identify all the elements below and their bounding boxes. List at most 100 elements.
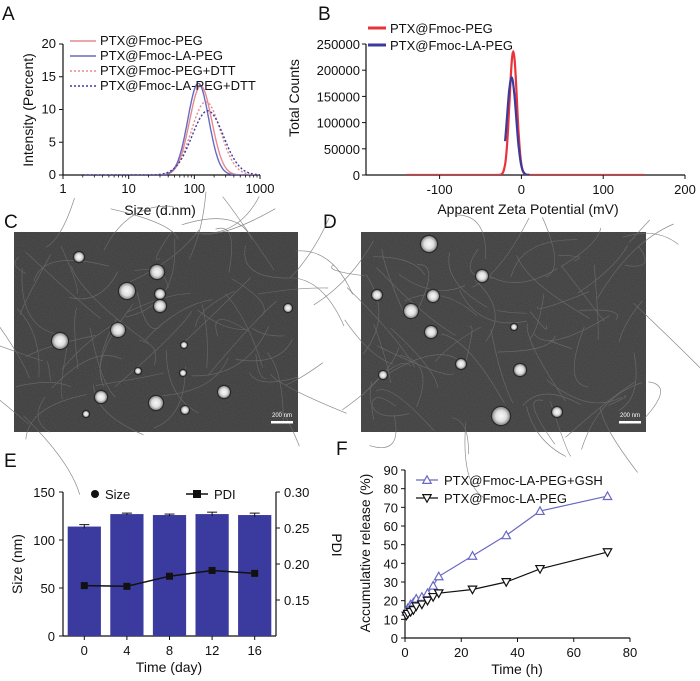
- a-y-tick-label: 5: [49, 134, 56, 149]
- chart-f: 0 10 20 30 40 50 60 70 80 90 0 20 40 60 80 Accumulati…: [357, 463, 637, 677]
- tem-fiber: [496, 309, 527, 314]
- tem-fiber: [201, 304, 208, 369]
- tem-nanoparticle: [404, 304, 418, 318]
- e-pdi-marker: [123, 582, 131, 590]
- tem-nanoparticle: [372, 290, 382, 300]
- scale-bar-c: [271, 421, 293, 424]
- panel-label-f: F: [336, 439, 348, 460]
- tem-fiber: [369, 381, 410, 417]
- e-y-tick-label: 0: [48, 629, 55, 644]
- tem-fiber: [165, 349, 199, 414]
- a-series-line-3: [82, 110, 260, 175]
- tem-nanoparticle: [492, 407, 510, 425]
- f-marker-1: [411, 602, 422, 612]
- tem-fiber: [622, 232, 679, 245]
- tem-fiber: [21, 268, 57, 335]
- tem-fiber: [215, 227, 232, 273]
- scale-bar-label-d: 200 nm: [620, 413, 640, 419]
- tem-fiber: [25, 252, 101, 319]
- b-y-tick-label: 200000: [317, 63, 360, 78]
- tem-fiber: [201, 208, 276, 235]
- tem-fiber: [381, 248, 405, 315]
- tem-fiber: [600, 406, 638, 473]
- tem-fiber: [344, 319, 394, 365]
- e-pdi-marker: [80, 582, 88, 590]
- tem-fiber: [15, 382, 72, 388]
- tem-fiber: [526, 406, 567, 457]
- tem-fiber: [244, 245, 287, 279]
- f-marker-1: [416, 600, 428, 610]
- tem-fiber: [69, 271, 119, 300]
- tem-nanoparticle: [155, 289, 165, 299]
- scale-bar-label-c: 200 nm: [272, 413, 292, 419]
- tem-fiber: [441, 333, 505, 404]
- tem-fiber: [533, 399, 556, 445]
- tem-fiber: [33, 260, 110, 282]
- tem-fiber: [464, 422, 485, 499]
- tem-image-d: 200 nm: [313, 214, 700, 499]
- e-y-axis-label: Size (nm): [9, 534, 25, 594]
- tem-fiber: [373, 323, 392, 384]
- e-x-tick-label: 8: [166, 643, 173, 658]
- tem-fiber: [573, 326, 589, 388]
- f-y-tick-label: 40: [384, 556, 398, 571]
- tem-fiber: [74, 307, 79, 370]
- tem-fiber: [577, 245, 629, 294]
- b-y-tick-label: 150000: [317, 89, 360, 104]
- f-y-tick-label: 30: [384, 575, 398, 590]
- tem-fiber: [373, 256, 426, 276]
- tem-fiber: [497, 335, 556, 353]
- a-series-line-2: [82, 100, 260, 175]
- tem-fiber: [129, 229, 200, 283]
- scale-bar-d: [619, 421, 641, 424]
- tem-fiber: [536, 291, 590, 309]
- tem-fiber: [448, 252, 488, 308]
- tem-nanoparticle: [421, 236, 437, 252]
- f-x-tick-label: 80: [623, 645, 637, 660]
- tem-fiber: [516, 255, 590, 319]
- chart-e: 0 50 100 150 0.15 0.20 0.25 0.30 0 4 8 12 16 Size …: [9, 485, 345, 675]
- e-y2-tick-label: 0.15: [284, 593, 309, 608]
- tem-fiber: [510, 239, 578, 277]
- f-marker-0: [433, 570, 444, 581]
- e-pdi-marker: [251, 569, 259, 577]
- tem-fiber: [633, 302, 700, 369]
- tem-fiber: [399, 354, 424, 407]
- tem-fiber: [70, 265, 150, 344]
- tem-fiber: [285, 362, 324, 386]
- tem-fiber: [404, 294, 478, 317]
- b-y-tick-label: 0: [353, 168, 360, 183]
- tem-fiber: [390, 328, 439, 388]
- f-y-tick-label: 0: [391, 631, 398, 646]
- a-legend-label-0: PTX@Fmoc-PEG: [100, 33, 203, 48]
- f-y-tick-label: 90: [384, 463, 398, 478]
- e-size-bar: [195, 514, 229, 636]
- tem-fiber: [533, 315, 610, 341]
- b-x-tick-label: 200: [674, 182, 696, 197]
- panel-label-e: E: [4, 451, 17, 472]
- tem-fiber: [46, 361, 52, 381]
- tem-fiber: [19, 254, 52, 316]
- b-legend-label-0: PTX@Fmoc-PEG: [390, 21, 493, 36]
- tem-nanoparticle: [476, 270, 488, 282]
- f-marker-0: [427, 580, 439, 590]
- tem-nanoparticle: [95, 391, 107, 403]
- e-legend-pdi-label: PDI: [214, 487, 236, 502]
- e-y2-axis-label: PDI: [329, 533, 345, 556]
- f-legend-marker-0: [421, 474, 433, 484]
- tem-fiber: [474, 279, 496, 342]
- tem-fiber: [37, 396, 50, 433]
- tem-nanoparticle: [379, 371, 387, 379]
- tem-fiber: [110, 208, 179, 240]
- tem-fiber: [17, 308, 40, 378]
- tem-nanoparticle: [83, 411, 89, 417]
- panel-label-b: B: [318, 4, 331, 25]
- panel-label-a: A: [2, 4, 15, 25]
- tem-nanoparticle: [427, 290, 439, 302]
- f-y-tick-label: 70: [384, 500, 398, 515]
- tem-fiber: [114, 311, 192, 388]
- a-x-tick-label: 1000: [246, 181, 275, 196]
- f-legend-marker-1: [421, 494, 433, 504]
- tem-fiber: [346, 287, 416, 368]
- tem-nanoparticle: [514, 364, 526, 376]
